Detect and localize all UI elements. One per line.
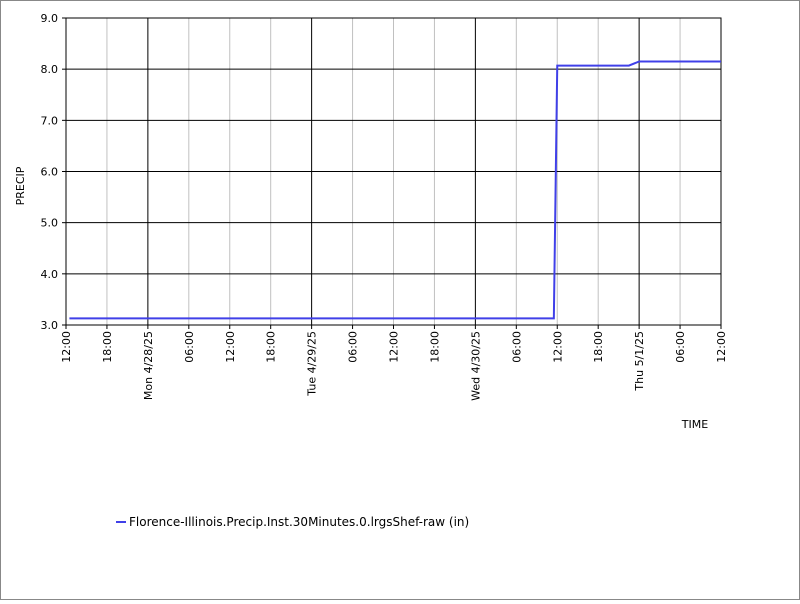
x-tick-label: 06:00 — [510, 331, 523, 363]
y-tick-label: 7.0 — [41, 114, 59, 127]
x-tick-label: 12:00 — [224, 331, 237, 363]
y-tick-label: 8.0 — [41, 63, 59, 76]
x-tick-label: 06:00 — [674, 331, 687, 363]
y-axis-label: PRECIP — [14, 166, 27, 205]
x-tick-label: 18:00 — [101, 331, 114, 363]
y-tick-label: 5.0 — [41, 217, 59, 230]
plot-border — [65, 17, 722, 326]
x-tick-label: 18:00 — [592, 331, 605, 363]
x-axis-label: TIME — [681, 418, 708, 431]
x-tick-label: Mon 4/28/25 — [142, 331, 155, 400]
x-tick-label: 12:00 — [60, 331, 73, 363]
x-tick-label: 12:00 — [715, 331, 728, 363]
data-line — [69, 60, 721, 320]
y-tick-label: 9.0 — [41, 12, 59, 25]
x-tick-label: 06:00 — [183, 331, 196, 363]
y-tick-label: 3.0 — [41, 319, 59, 332]
x-tick-label: 12:00 — [551, 331, 564, 363]
x-tick-label: Thu 5/1/25 — [633, 331, 646, 392]
x-tick-label: 12:00 — [388, 331, 401, 363]
y-tick-label: 6.0 — [41, 166, 59, 179]
x-tick-label: Wed 4/30/25 — [469, 331, 482, 401]
x-tick-label: Tue 4/29/25 — [306, 331, 319, 397]
x-tick-label: 18:00 — [428, 331, 441, 363]
x-tick-label: 18:00 — [265, 331, 278, 363]
x-tick-label: 06:00 — [347, 331, 360, 363]
y-tick-label: 4.0 — [41, 268, 59, 281]
legend-label: Florence-Illinois.Precip.Inst.30Minutes.… — [129, 515, 469, 529]
